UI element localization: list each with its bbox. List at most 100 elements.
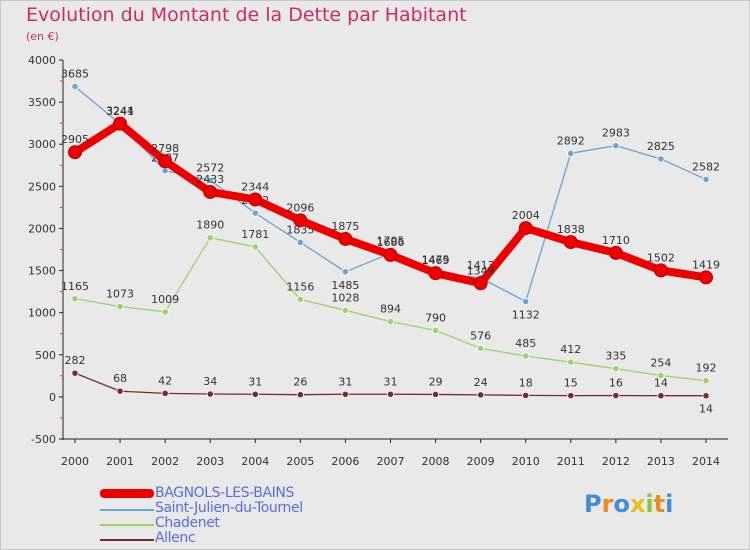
data-label: 412 [560, 343, 581, 356]
data-point [386, 317, 395, 326]
data-point [657, 155, 665, 163]
data-point [248, 192, 263, 207]
data-label: 2004 [512, 209, 540, 222]
data-point [431, 326, 440, 334]
data-point [699, 270, 713, 285]
x-tick-label: 2014 [692, 455, 720, 468]
data-point [203, 184, 218, 199]
x-tick-label: 2000 [61, 455, 89, 468]
data-label: 1028 [331, 291, 359, 304]
data-label: 1132 [512, 309, 540, 322]
x-tick-label: 2001 [106, 455, 134, 468]
data-point [473, 276, 488, 291]
data-label: 24 [474, 376, 488, 389]
y-tick-label: 500 [35, 349, 56, 362]
y-tick-label: -500 [31, 433, 56, 446]
data-label: 2825 [647, 140, 675, 153]
data-label: 254 [650, 356, 671, 369]
data-label: 1485 [331, 279, 359, 292]
data-point [296, 391, 304, 399]
data-label: 1469 [422, 254, 450, 267]
data-point [206, 234, 214, 242]
data-label: 18 [519, 376, 533, 389]
data-point [206, 176, 214, 184]
data-label: 15 [564, 377, 578, 390]
data-label: 192 [696, 362, 717, 375]
data-label: 3244 [106, 105, 134, 118]
data-point [206, 390, 214, 398]
x-tick-label: 2003 [196, 455, 224, 468]
data-point [477, 391, 485, 399]
x-tick-label: 2004 [241, 455, 269, 468]
x-tick-label: 2006 [331, 455, 359, 468]
y-tick-label: 2500 [28, 180, 56, 193]
data-point [293, 213, 308, 228]
data-point [296, 295, 304, 304]
legend-swatch [100, 539, 154, 541]
data-label: 29 [429, 375, 443, 388]
data-label: 2892 [557, 134, 585, 147]
data-point [612, 365, 620, 373]
data-label: 1349 [467, 264, 495, 277]
legend-swatch [100, 509, 154, 511]
data-point [383, 247, 398, 262]
y-tick-label: 1500 [28, 265, 56, 278]
x-tick-label: 2002 [151, 455, 179, 468]
legend-swatch [100, 489, 154, 498]
data-label: 2096 [286, 201, 314, 214]
data-point [71, 369, 79, 377]
data-point [161, 308, 169, 316]
y-tick-label: 2000 [28, 222, 56, 235]
data-point [563, 235, 578, 250]
data-point [567, 392, 575, 400]
data-point [68, 145, 82, 160]
data-label: 1710 [602, 234, 630, 247]
data-point [657, 392, 665, 400]
data-point [702, 392, 710, 400]
data-label: 282 [65, 354, 86, 367]
x-tick-label: 2011 [557, 455, 585, 468]
data-point [161, 389, 169, 397]
data-label: 1890 [196, 219, 224, 232]
data-point [657, 371, 665, 380]
data-label: 1156 [286, 281, 314, 294]
data-point [612, 391, 620, 400]
data-point [113, 116, 128, 131]
data-label: 1781 [241, 228, 269, 241]
data-label: 1502 [647, 251, 675, 264]
legend-label: Allenc [155, 530, 196, 546]
data-label: 1419 [692, 258, 720, 271]
data-label: 31 [384, 375, 398, 388]
data-label: 42 [158, 374, 172, 387]
logo-letter: P [584, 490, 602, 518]
chart-subtitle: (en €) [26, 30, 59, 43]
data-label: 2905 [61, 133, 89, 146]
data-point [116, 302, 124, 311]
y-tick-label: 1000 [28, 307, 56, 320]
proxiti-logo: Proxiti [584, 490, 673, 518]
legend-label: Chadenet [155, 515, 220, 531]
data-point [341, 306, 350, 314]
data-point [522, 352, 530, 360]
data-point [702, 377, 710, 385]
data-point [567, 358, 575, 366]
data-point [338, 231, 353, 246]
data-label: 68 [113, 372, 127, 385]
series-line-0 [74, 85, 707, 303]
chart-title: Evolution du Montant de la Dette par Hab… [26, 4, 467, 26]
data-point [71, 295, 79, 303]
data-label: 2344 [241, 180, 269, 193]
data-label: 1165 [61, 280, 89, 293]
data-label: 894 [380, 303, 401, 316]
data-label: 1009 [151, 293, 179, 306]
logo-letter: r [601, 490, 614, 518]
data-label: 31 [248, 375, 262, 388]
data-label: 1838 [557, 223, 585, 236]
x-tick-label: 2007 [377, 455, 405, 468]
data-point [386, 390, 395, 398]
x-tick-label: 2013 [647, 455, 675, 468]
data-point [251, 209, 259, 217]
data-point [518, 221, 533, 236]
